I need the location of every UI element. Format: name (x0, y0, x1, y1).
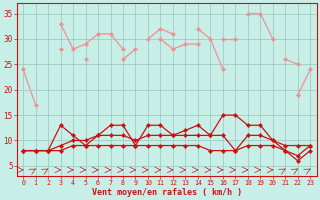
X-axis label: Vent moyen/en rafales ( km/h ): Vent moyen/en rafales ( km/h ) (92, 188, 242, 197)
